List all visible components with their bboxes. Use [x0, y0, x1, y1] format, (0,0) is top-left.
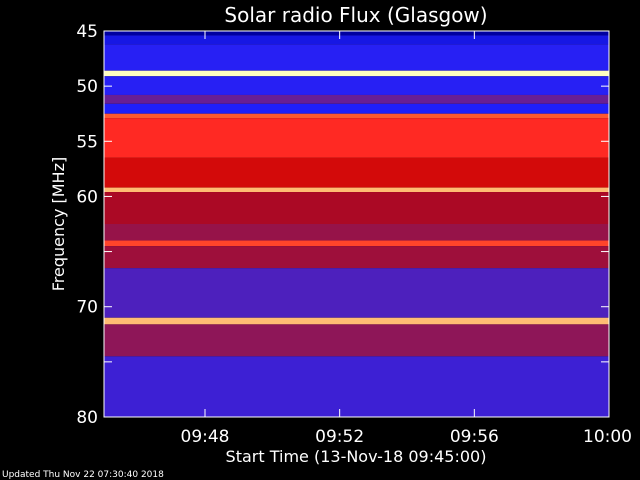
plot-frame [103, 30, 610, 418]
x-tick-label: 09:48 [181, 427, 230, 447]
freq-band-17 [104, 324, 609, 357]
freq-band-0 [104, 31, 609, 36]
chart-title: Solar radio Flux (Glasgow) [224, 3, 487, 27]
y-tick-label: 55 [76, 132, 98, 152]
freq-band-2 [104, 44, 609, 71]
x-tick-label: 09:56 [450, 427, 499, 447]
freq-band-6 [104, 103, 609, 114]
y-tick-label: 60 [76, 187, 98, 207]
freq-band-11 [104, 192, 609, 224]
y-tick-label: 70 [76, 298, 98, 318]
freq-band-4 [104, 76, 609, 95]
x-tick-label: 10:00 [583, 427, 632, 447]
x-tick-label: 09:52 [315, 427, 364, 447]
plot-area [103, 30, 610, 418]
y-axis-ticks: 45 50 55 60 70 80 [76, 22, 609, 428]
x-axis-ticks: 09:48 09:52 09:56 10:00 [181, 31, 632, 447]
freq-band-8 [104, 118, 609, 158]
freq-band-16 [104, 317, 609, 325]
x-axis-label: Start Time (13-Nov-18 09:45:00) [226, 447, 487, 466]
freq-band-18 [104, 356, 609, 417]
freq-band-13 [104, 240, 609, 247]
freq-band-7 [104, 113, 609, 119]
freq-band-14 [104, 246, 609, 269]
freq-band-10 [104, 187, 609, 193]
freq-band-12 [104, 224, 609, 241]
freq-band-1 [104, 35, 609, 45]
freq-band-9 [104, 157, 609, 188]
freq-band-5 [104, 94, 609, 104]
updated-footer: Updated Thu Nov 22 07:30:40 2018 [2, 470, 164, 480]
y-axis-label: Frequency [MHz] [49, 157, 68, 291]
y-tick-label: 50 [76, 77, 98, 97]
freq-band-15 [104, 268, 609, 318]
y-tick-label: 45 [76, 22, 98, 42]
y-tick-label: 80 [76, 408, 98, 428]
freq-band-3 [104, 70, 609, 77]
